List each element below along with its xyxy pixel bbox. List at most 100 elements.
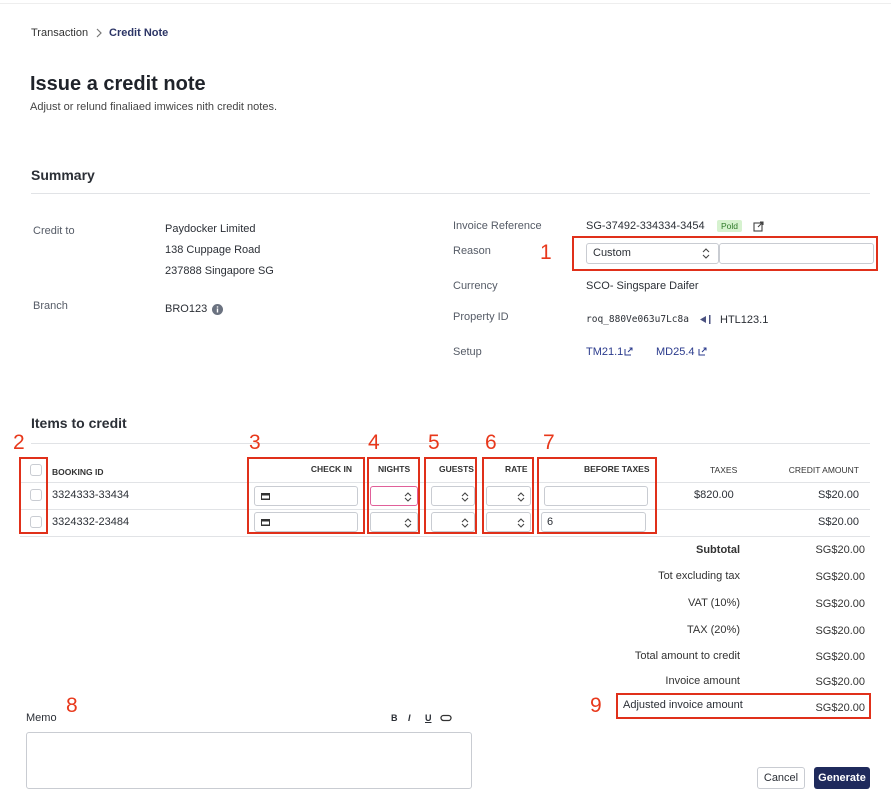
checkbox-all[interactable] bbox=[30, 464, 42, 476]
row-checkbox[interactable] bbox=[30, 516, 42, 528]
annotation-box bbox=[247, 457, 365, 534]
before-taxes-input[interactable] bbox=[541, 512, 646, 532]
field-label: Property ID bbox=[453, 311, 509, 323]
bold-button[interactable]: B bbox=[391, 713, 398, 723]
date-input[interactable] bbox=[254, 512, 358, 532]
total-value: SG$20.00 bbox=[815, 702, 865, 714]
section-title: Summary bbox=[31, 167, 95, 183]
annotation-number: 3 bbox=[249, 431, 261, 454]
spinner-arrows bbox=[517, 492, 525, 502]
spinner-arrows bbox=[461, 518, 469, 528]
link-button[interactable] bbox=[440, 714, 452, 722]
external-link-icon bbox=[624, 347, 633, 356]
underline-button[interactable]: U bbox=[425, 713, 432, 723]
total-label: Adjusted invoice amount bbox=[623, 699, 743, 711]
annotation-number: 5 bbox=[428, 431, 440, 454]
rate-input[interactable] bbox=[486, 512, 531, 532]
column-header: NIGHTS bbox=[378, 464, 411, 474]
annotation-box bbox=[616, 693, 871, 719]
annotation-box bbox=[19, 457, 48, 534]
spinner-arrows bbox=[517, 518, 525, 528]
section-title: Items to credit bbox=[31, 415, 127, 431]
booking-id: 3324333-33434 bbox=[52, 489, 130, 501]
field-label: Credit to bbox=[33, 225, 75, 237]
credit-amount: S$20.00 bbox=[818, 516, 859, 528]
status-badge: Pold bbox=[717, 220, 743, 232]
total-label: Tot excluding tax bbox=[658, 570, 740, 582]
column-header: CHECK IN bbox=[310, 464, 352, 474]
column-header: GUESTS bbox=[439, 464, 474, 474]
annotation-number: 7 bbox=[543, 431, 555, 454]
field-label: Setup bbox=[453, 346, 482, 358]
external-link-icon bbox=[698, 347, 707, 356]
annotation-number: 4 bbox=[368, 431, 380, 454]
memo-textarea[interactable] bbox=[26, 732, 472, 789]
memo-label: Memo bbox=[26, 712, 57, 724]
nights-input[interactable] bbox=[370, 486, 418, 506]
total-value: SG$20.00 bbox=[815, 625, 865, 637]
total-label: TAX (20%) bbox=[687, 624, 740, 636]
info-icon[interactable] bbox=[212, 304, 223, 315]
page-title: Issue a credit note bbox=[30, 73, 206, 95]
italic-button[interactable]: I bbox=[408, 713, 411, 723]
cancel-button[interactable]: Cancel bbox=[757, 767, 805, 789]
reason-input[interactable] bbox=[719, 243, 874, 264]
total-value: SG$20.00 bbox=[815, 544, 865, 556]
field-value: roq_880Ve063u7Lc8a bbox=[586, 314, 689, 325]
annotation-box bbox=[572, 236, 878, 271]
total-label: Subtotal bbox=[696, 544, 740, 556]
row-divider bbox=[20, 536, 870, 537]
select-arrows bbox=[702, 248, 710, 259]
field-label: Currency bbox=[453, 280, 498, 292]
annotation-number: 2 bbox=[13, 431, 25, 454]
field-value: SG-37492-334334-3454 bbox=[586, 220, 705, 232]
annotation-number: 9 bbox=[590, 694, 602, 717]
spinner-arrows bbox=[404, 492, 412, 502]
address-line: Paydocker Limited bbox=[165, 223, 256, 235]
booking-id: 3324332-23484 bbox=[52, 516, 130, 528]
reason-select[interactable] bbox=[586, 243, 719, 264]
before-taxes-value: 6 bbox=[547, 516, 554, 528]
external-link-icon[interactable] bbox=[753, 221, 764, 232]
page-subtitle: Adjust or relund finaliaed imwices nith … bbox=[30, 101, 278, 113]
column-header: BEFORE TAXES bbox=[584, 464, 650, 474]
generate-button[interactable]: Generate bbox=[814, 767, 870, 789]
divider bbox=[31, 443, 870, 444]
guests-input[interactable] bbox=[431, 512, 475, 532]
annotation-box bbox=[424, 457, 477, 534]
column-header: TAXES bbox=[710, 465, 738, 475]
spinner-arrows bbox=[404, 518, 412, 528]
total-value: SG$20.00 bbox=[815, 571, 865, 583]
field-value: BRO123 bbox=[165, 303, 208, 315]
before-taxes-input[interactable] bbox=[544, 486, 648, 506]
breadcrumb-chevron bbox=[96, 28, 102, 38]
rate-input[interactable] bbox=[486, 486, 531, 506]
total-value: SG$20.00 bbox=[815, 676, 865, 688]
field-label: Reason bbox=[453, 245, 491, 257]
calendar-icon bbox=[261, 493, 270, 500]
setup-link[interactable]: TM21.1 bbox=[586, 346, 624, 358]
top-border bbox=[0, 3, 891, 4]
total-label: VAT (10%) bbox=[688, 597, 740, 609]
credit-amount: S$20.00 bbox=[818, 489, 859, 501]
date-input[interactable] bbox=[254, 486, 358, 506]
annotation-number: 6 bbox=[485, 431, 497, 454]
total-label: Invoice amount bbox=[665, 675, 740, 687]
breadcrumb-current: Credit Note bbox=[109, 27, 169, 39]
annotation-box bbox=[482, 457, 534, 534]
address-line: 237888 Singapore SG bbox=[165, 265, 274, 277]
row-divider bbox=[20, 509, 870, 510]
setup-link[interactable]: MD25.4 bbox=[656, 346, 695, 358]
breadcrumb-parent[interactable]: Transaction bbox=[31, 27, 89, 39]
field-label: Branch bbox=[33, 300, 68, 312]
annotation-box bbox=[367, 457, 420, 534]
row-checkbox[interactable] bbox=[30, 489, 42, 501]
field-value: SCO- Singspare Daifer bbox=[586, 280, 699, 292]
spinner-arrows bbox=[461, 492, 469, 502]
copy-icon[interactable] bbox=[699, 314, 713, 325]
row-divider bbox=[20, 482, 870, 483]
nights-input[interactable] bbox=[370, 512, 418, 532]
guests-input[interactable] bbox=[431, 486, 475, 506]
total-value: SG$20.00 bbox=[815, 651, 865, 663]
